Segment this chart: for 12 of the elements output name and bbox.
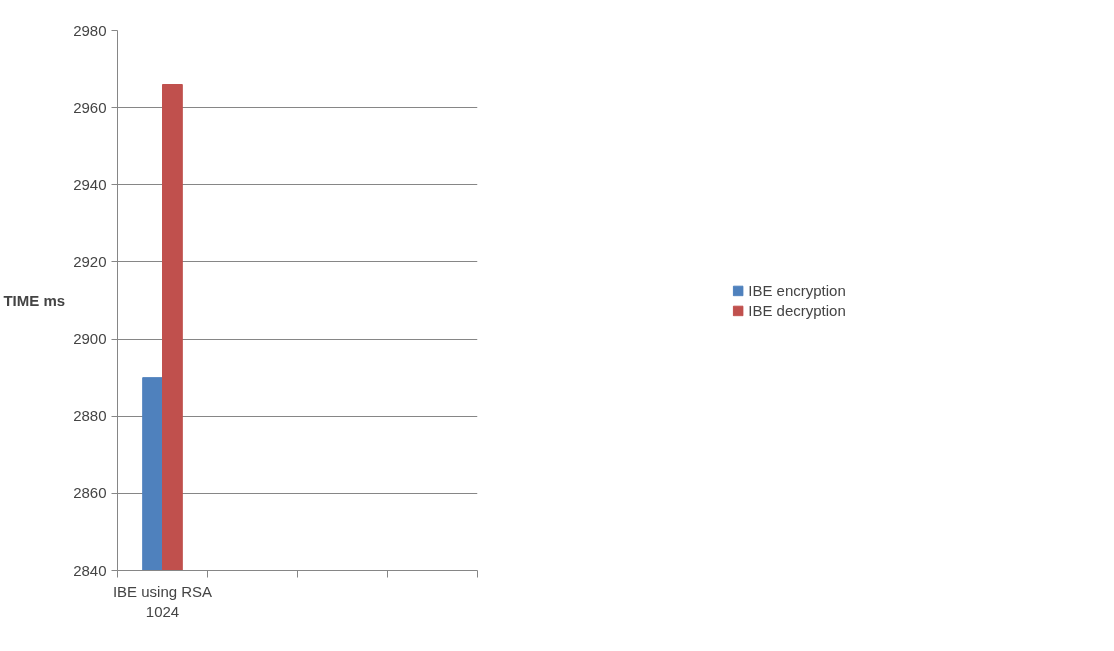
y-tick-label: 2920 bbox=[73, 252, 107, 270]
legend-label: IBE encryption bbox=[748, 281, 846, 299]
y-tick-label: 2860 bbox=[73, 484, 107, 502]
y-axis-title: TIME ms bbox=[3, 292, 66, 309]
y-tick-label: 2840 bbox=[73, 561, 107, 579]
y-tick-label: 2900 bbox=[73, 330, 107, 348]
y-tick-label: 2880 bbox=[73, 407, 107, 425]
y-tick-label: 2940 bbox=[73, 175, 107, 193]
legend-label: IBE decryption bbox=[748, 301, 846, 319]
y-tick-label: 2980 bbox=[73, 21, 107, 39]
x-tick-label: IBE using RSA 1024 bbox=[112, 582, 213, 620]
y-tick-label: 2960 bbox=[73, 98, 107, 116]
